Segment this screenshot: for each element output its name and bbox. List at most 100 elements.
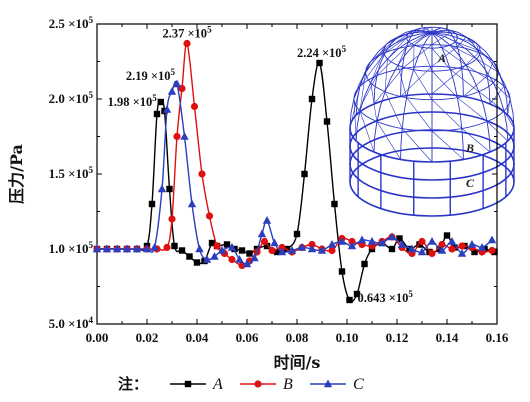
series-C-point — [457, 249, 467, 257]
inset-brace — [457, 97, 488, 122]
series-C-point — [307, 244, 317, 253]
series-C-point — [92, 244, 102, 253]
series-C-point — [317, 246, 327, 254]
inset-brace — [353, 98, 357, 142]
series-C-point — [167, 87, 177, 95]
series-C — [92, 79, 497, 268]
series-C-point — [162, 105, 172, 113]
series-A-point — [316, 59, 323, 67]
inset-brace — [376, 46, 407, 76]
series-C-point — [112, 244, 122, 253]
series-C-point — [210, 252, 219, 260]
series-C-point — [132, 244, 142, 253]
series-A-point — [388, 245, 396, 253]
legend-label-A: A — [212, 376, 223, 393]
series-C-point — [172, 79, 182, 88]
series-A-point — [331, 200, 338, 208]
series-A-point — [166, 185, 173, 193]
inset-brace — [397, 41, 409, 66]
series-C-point — [397, 240, 407, 248]
series-C-point — [367, 237, 377, 245]
y-tick-label: 2.5 ×105 — [49, 15, 94, 31]
legend: 注： A B C — [118, 375, 364, 393]
inset-brace — [431, 99, 463, 129]
series-A-point — [238, 247, 246, 254]
axis-ticks: 0.00 0.02 0.04 0.06 0.08 0.10 0.12 0.14 0.16 5.0 … — [49, 15, 509, 345]
series-A-point — [178, 247, 186, 254]
inset-brace — [455, 33, 467, 38]
series-A-point — [406, 245, 413, 253]
inset-brace — [383, 33, 409, 52]
inset-brace — [401, 128, 433, 163]
series-B-point — [228, 255, 236, 264]
series-C-point — [257, 229, 267, 238]
series-A-point — [171, 242, 178, 250]
inset-brace — [476, 58, 499, 73]
peak-annotation: 2.24 ×105 — [297, 44, 347, 60]
series-C-point — [427, 237, 437, 245]
inset-brace — [463, 75, 488, 97]
series-C-point — [122, 244, 132, 253]
series-A-point — [361, 260, 368, 268]
y-axis-label: 压力/Pa — [7, 144, 26, 204]
inset-brace — [503, 110, 515, 129]
series-C-point — [142, 244, 152, 253]
inset-label-A: A — [437, 51, 446, 65]
series-B-point — [418, 237, 426, 246]
series-B-point — [328, 246, 336, 255]
x-axis-label: 时间/s — [274, 353, 321, 372]
series-A-point — [153, 110, 161, 118]
series-C-point — [227, 243, 237, 251]
peak-annotation: 1.98 ×105 — [108, 93, 158, 109]
y-tick-label: 5.0 ×104 — [49, 315, 94, 331]
series-C-point — [187, 199, 197, 208]
y-tick-label: 1.5 ×105 — [49, 165, 94, 181]
inset-brace — [431, 32, 451, 45]
annotations: 1.98 ×105 2.19 ×105 2.37 ×105 2.24 ×105 0.64… — [108, 25, 414, 306]
inset-brace — [384, 32, 414, 53]
inset-label-C: C — [466, 176, 475, 190]
inset-brace — [397, 27, 423, 38]
series-A-point — [301, 170, 308, 178]
series-A-point — [263, 242, 271, 250]
inset-brace — [365, 43, 388, 73]
series-A-point — [293, 230, 301, 238]
series-A-point — [338, 268, 346, 275]
inset-brace — [486, 61, 494, 76]
x-tick-label: 0.00 — [86, 330, 109, 345]
series-C-point — [195, 244, 204, 253]
series-C-point — [477, 243, 487, 251]
series-B-point — [168, 215, 176, 223]
inset-brace — [441, 47, 467, 66]
inset-brace — [370, 51, 385, 83]
inset-brace — [461, 128, 491, 153]
inset-brace — [507, 98, 511, 116]
series-C-point — [102, 244, 112, 253]
inset-brace — [449, 44, 477, 60]
peak-annotation: 2.37 ×105 — [162, 25, 212, 41]
inset-brace — [457, 36, 467, 47]
x-tick-label: 0.04 — [186, 330, 209, 345]
series-C-point — [270, 238, 279, 247]
series-C-point — [377, 238, 387, 247]
series-A-point — [246, 250, 253, 257]
series-C-point — [150, 243, 159, 251]
x-tick-label: 0.14 — [436, 330, 459, 345]
inset-brace — [353, 61, 371, 99]
series-A-point — [223, 241, 231, 248]
series-A-point — [346, 296, 353, 304]
series-A-point — [193, 259, 201, 266]
y-tick-label: 2.0 ×105 — [49, 90, 94, 106]
series-B-point — [438, 240, 446, 249]
series-C-point — [287, 246, 297, 254]
series-C-point — [250, 253, 259, 262]
series-C-point — [180, 132, 189, 140]
series-B-point — [260, 237, 269, 246]
series-A-point — [308, 95, 316, 103]
inset-meridian — [373, 32, 433, 153]
series-C-point — [417, 247, 427, 256]
inset-brace — [450, 69, 480, 92]
legend-note: 注： — [118, 375, 148, 393]
inset-brace — [359, 72, 366, 112]
